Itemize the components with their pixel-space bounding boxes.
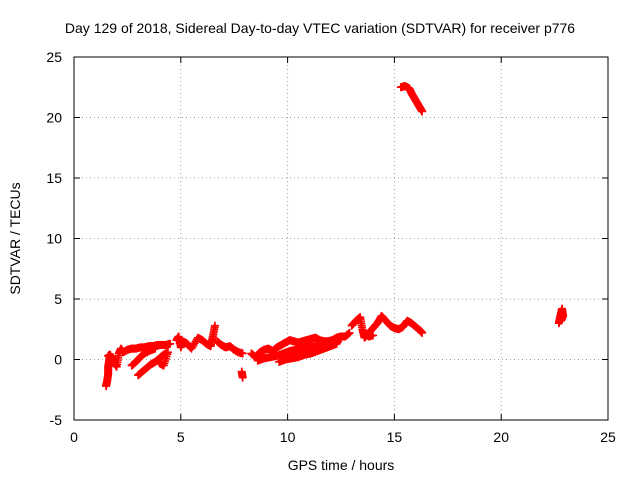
data-point: [238, 349, 247, 358]
x-tick-label: 10: [280, 429, 296, 445]
data-point: [557, 316, 566, 325]
x-tick-label: 15: [387, 429, 403, 445]
data-point: [210, 321, 219, 330]
x-tick-label: 5: [177, 429, 185, 445]
data-point: [166, 339, 175, 348]
data-point: [369, 331, 378, 340]
ticks: 0 5 10 15 20 25 -5 0 5 10 15 20 25: [46, 49, 616, 445]
data-point: [418, 107, 427, 116]
data-point: [418, 328, 427, 337]
chart-title: Day 129 of 2018, Sidereal Day-to-day VTE…: [64, 20, 576, 36]
y-axis-label: SDTVAR / TECUs: [7, 182, 23, 294]
y-tick-label: 10: [46, 231, 62, 247]
data-point: [337, 334, 345, 343]
data-points: [102, 82, 568, 391]
y-tick-label: 15: [46, 170, 62, 186]
y-tick-label: 5: [54, 291, 62, 307]
y-tick-label: 20: [46, 110, 62, 126]
x-axis-label: GPS time / hours: [288, 457, 395, 473]
y-tick-label: 0: [54, 352, 62, 368]
data-point: [332, 339, 341, 348]
data-point: [238, 373, 247, 382]
x-tick-label: 20: [493, 429, 509, 445]
y-tick-label: -5: [50, 412, 63, 428]
data-point: [345, 328, 354, 337]
data-point: [151, 344, 160, 353]
x-tick-label: 25: [600, 429, 616, 445]
y-tick-label: 25: [46, 49, 62, 65]
data-point: [155, 359, 164, 368]
x-tick-label: 0: [70, 429, 78, 445]
